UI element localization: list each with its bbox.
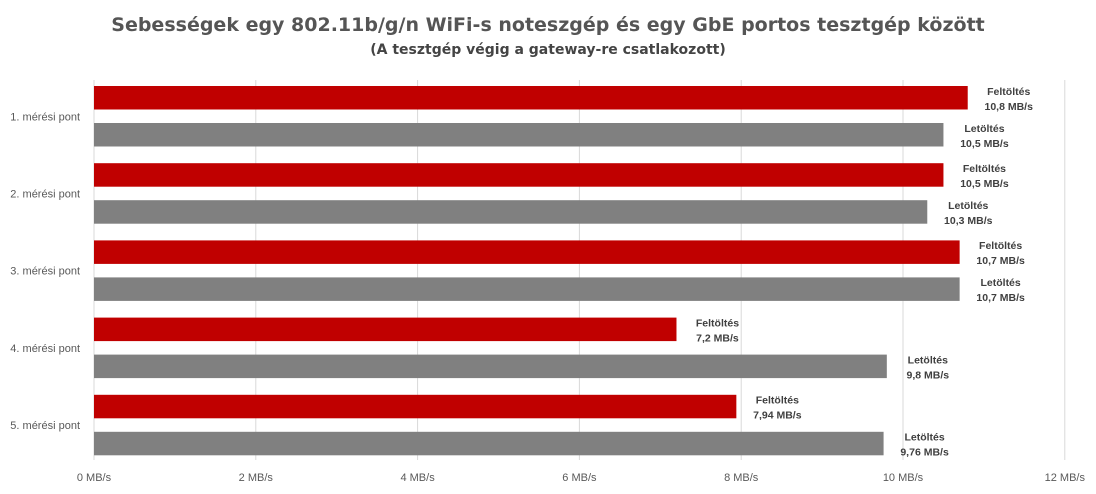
- chart-subtitle: (A tesztgép végig a gateway-re csatlakoz…: [370, 42, 726, 58]
- y-category-label: 3. mérési pont: [10, 266, 80, 278]
- data-label-series-name: Letöltés: [948, 200, 988, 212]
- data-label-series-name: Letöltés: [904, 432, 944, 444]
- x-tick-label: 6 MB/s: [562, 472, 597, 484]
- download-bar: [94, 123, 944, 147]
- data-label-series-name: Feltöltés: [963, 163, 1006, 175]
- data-label-value: 10,3 MB/s: [944, 215, 993, 227]
- data-label-value: 10,7 MB/s: [976, 255, 1025, 267]
- y-category-label: 5. mérési pont: [10, 420, 80, 432]
- y-category-label: 4. mérési pont: [10, 343, 80, 355]
- y-category-label: 2. mérési pont: [10, 188, 80, 200]
- data-label-series-name: Letöltés: [964, 123, 1004, 135]
- data-label-value: 7,94 MB/s: [753, 410, 802, 422]
- x-tick-label: 12 MB/s: [1045, 472, 1086, 484]
- x-tick-label: 0 MB/s: [77, 472, 112, 484]
- upload-bar: [94, 163, 944, 187]
- data-label-value: 9,8 MB/s: [907, 369, 950, 381]
- data-label-value: 9,76 MB/s: [900, 447, 949, 459]
- data-label-series-name: Feltöltés: [756, 395, 799, 407]
- upload-bar: [94, 317, 677, 342]
- data-label-series-name: Letöltés: [908, 354, 948, 366]
- upload-bar: [94, 240, 960, 264]
- x-tick-label: 10 MB/s: [883, 472, 924, 484]
- x-tick-label: 8 MB/s: [724, 472, 759, 484]
- data-label-series-name: Feltöltés: [987, 86, 1030, 98]
- data-label-series-name: Letöltés: [980, 277, 1020, 289]
- data-label-series-name: Feltöltés: [696, 317, 739, 329]
- data-labels: Feltöltés 10,8 MB/s Letöltés 10,5 MB/s Feltö…: [696, 86, 1033, 459]
- data-label-value: 10,7 MB/s: [976, 292, 1025, 304]
- chart-title: Sebességek egy 802.11b/g/n WiFi-s notesz…: [111, 14, 985, 36]
- x-tick-label: 4 MB/s: [400, 472, 435, 484]
- bars: [94, 86, 968, 456]
- y-axis: 1. mérési pont 2. mérési pont 3. mérési po…: [10, 111, 80, 432]
- data-label-value: 10,5 MB/s: [960, 138, 1009, 150]
- download-bar: [94, 354, 887, 379]
- download-bar: [94, 277, 960, 301]
- download-bar: [94, 200, 928, 224]
- data-label-value: 10,8 MB/s: [984, 101, 1033, 113]
- x-axis: 0 MB/s 2 MB/s 4 MB/s 6 MB/s 8 MB/s 10 MB/s 12 …: [77, 472, 1086, 484]
- upload-bar: [94, 86, 968, 110]
- data-label-series-name: Feltöltés: [979, 240, 1022, 252]
- x-tick-label: 2 MB/s: [239, 472, 274, 484]
- download-bar: [94, 431, 884, 456]
- upload-bar: [94, 394, 737, 419]
- data-label-value: 10,5 MB/s: [960, 178, 1009, 190]
- data-label-value: 7,2 MB/s: [696, 332, 739, 344]
- y-category-label: 1. mérési pont: [10, 111, 80, 123]
